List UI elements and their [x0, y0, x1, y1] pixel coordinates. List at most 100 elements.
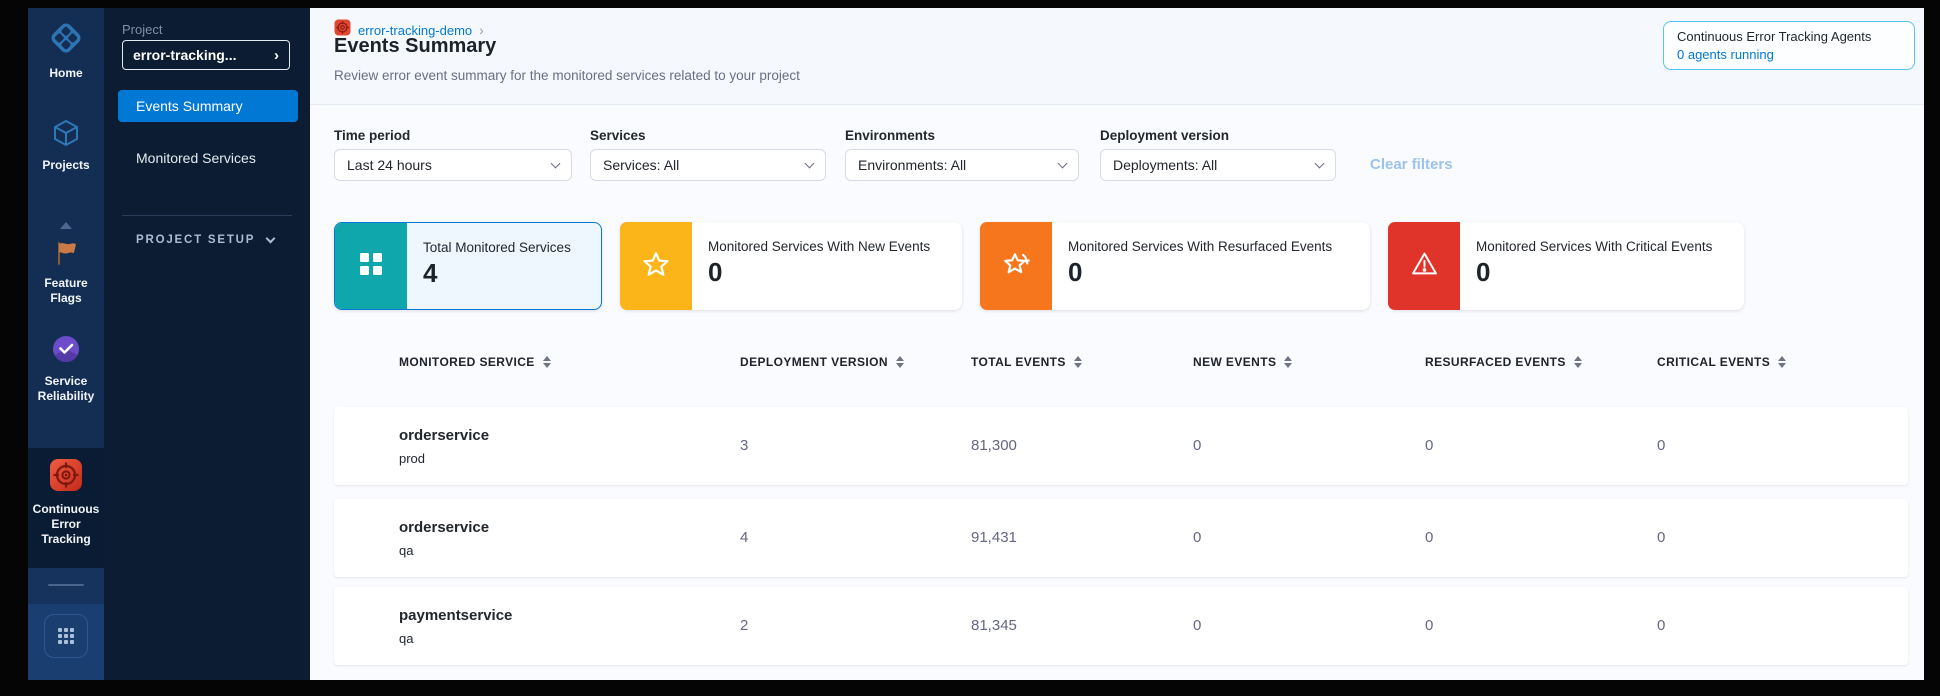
filter-label-deployment-version: Deployment version [1100, 128, 1230, 143]
card-label: Monitored Services With Critical Events [1476, 239, 1713, 254]
column-header-total-events[interactable]: TOTAL EVENTS [971, 355, 1082, 369]
services-value: Services: All [603, 157, 680, 173]
filter-label-environments: Environments [845, 128, 936, 143]
table-row[interactable]: orderservice prod 3 81,300 0 0 0 [334, 407, 1908, 485]
deployment-version-cell: 2 [740, 617, 749, 634]
page-title: Events Summary [334, 35, 497, 57]
page-subtitle: Review error event summary for the monit… [334, 68, 800, 83]
warning-icon [1411, 250, 1438, 282]
nav-divider [122, 215, 292, 216]
star-icon [642, 250, 670, 283]
column-header-new-events[interactable]: NEW EVENTS [1193, 355, 1293, 369]
scroll-up-icon[interactable] [60, 222, 72, 229]
sidebar-item-label: Feature Flags [44, 276, 88, 305]
main-content: error-tracking-demo › Events Summary Rev… [310, 8, 1924, 680]
project-selector-value: error-tracking... [133, 47, 237, 63]
project-selector[interactable]: error-tracking... › [122, 40, 290, 70]
nav-item-monitored-services[interactable]: Monitored Services [136, 150, 256, 166]
total-events-cell: 81,345 [971, 617, 1017, 634]
sidebar-strip [28, 568, 104, 604]
page-header: error-tracking-demo › Events Summary Rev… [310, 8, 1924, 105]
breadcrumb-link[interactable]: error-tracking-demo [358, 22, 473, 38]
deployment-version-cell: 4 [740, 529, 749, 546]
project-section-label: Project [122, 22, 163, 37]
sidebar-item-continuous-error-tracking[interactable]: Continuous Error Tracking [28, 458, 104, 547]
card-value: 0 [1476, 257, 1491, 287]
card-total-monitored-services[interactable]: Total Monitored Services 4 [334, 222, 602, 310]
project-nav-panel: Project error-tracking... › Events Summa… [104, 8, 310, 680]
project-setup-toggle[interactable]: PROJECT SETUP [136, 233, 276, 246]
chevron-down-icon [1057, 158, 1068, 169]
chevron-down-icon [804, 158, 815, 169]
service-name: paymentservice [399, 607, 513, 624]
service-name: orderservice [399, 427, 490, 444]
sidebar-item-home[interactable]: Home [28, 20, 104, 81]
chevron-down-icon [265, 233, 276, 243]
reliability-icon [51, 334, 81, 369]
column-header-critical-events[interactable]: CRITICAL EVENTS [1657, 355, 1787, 369]
card-critical-events[interactable]: Monitored Services With Critical Events … [1388, 222, 1744, 310]
environments-select[interactable]: Environments: All [845, 149, 1079, 181]
card-icon-box [335, 223, 407, 309]
sidebar-item-projects[interactable]: Projects [28, 118, 104, 173]
sort-icon[interactable] [1073, 356, 1082, 368]
critical-events-cell: 0 [1657, 437, 1666, 454]
column-header-monitored-service[interactable]: MONITORED SERVICE [399, 355, 551, 369]
total-events-cell: 91,431 [971, 529, 1017, 546]
module-grid-button[interactable] [44, 614, 88, 658]
service-environment: qa [399, 631, 414, 646]
sort-icon[interactable] [542, 356, 551, 368]
nav-item-events-summary[interactable]: Events Summary [118, 90, 298, 122]
harness-home-icon [48, 20, 84, 61]
target-icon [49, 458, 83, 497]
chevron-down-icon [1314, 158, 1325, 169]
resurfaced-events-cell: 0 [1425, 529, 1434, 546]
card-icon-box [980, 222, 1052, 310]
grid-icon [58, 628, 74, 644]
card-resurfaced-events[interactable]: Monitored Services With Resurfaced Event… [980, 222, 1370, 310]
project-setup-label: PROJECT SETUP [136, 234, 256, 246]
services-select[interactable]: Services: All [590, 149, 826, 181]
table-row[interactable]: paymentservice qa 2 81,345 0 0 0 [334, 587, 1908, 665]
clear-filters-button[interactable]: Clear filters [1370, 156, 1453, 173]
sidebar-item-feature-flags[interactable]: Feature Flags [28, 240, 104, 306]
agents-status-box[interactable]: Continuous Error Tracking Agents 0 agent… [1663, 21, 1915, 70]
card-icon-box [1388, 222, 1460, 310]
time-period-select[interactable]: Last 24 hours [334, 149, 572, 181]
column-header-deployment-version[interactable]: DEPLOYMENT VERSION [740, 355, 904, 369]
service-environment: qa [399, 543, 414, 558]
card-label: Total Monitored Services [423, 240, 571, 255]
filter-label-time-period: Time period [334, 128, 411, 143]
sidebar-item-service-reliability[interactable]: Service Reliability [28, 334, 104, 404]
deployment-version-cell: 3 [740, 437, 749, 454]
app-window: Home Projects Feature Flags Service [28, 8, 1924, 680]
breadcrumb: error-tracking-demo › [334, 19, 484, 41]
sidebar-divider [48, 584, 84, 586]
service-name: orderservice [399, 519, 490, 536]
agents-running-link[interactable]: 0 agents running [1677, 47, 1774, 62]
flag-icon [53, 240, 79, 271]
column-header-resurfaced-events[interactable]: RESURFACED EVENTS [1425, 355, 1582, 369]
card-value: 0 [708, 257, 723, 287]
environments-value: Environments: All [858, 157, 967, 173]
card-new-events[interactable]: Monitored Services With New Events 0 [620, 222, 962, 310]
agents-box-title: Continuous Error Tracking Agents [1677, 29, 1872, 44]
sort-icon[interactable] [1573, 356, 1582, 368]
sort-icon[interactable] [895, 356, 904, 368]
card-value: 0 [1068, 257, 1083, 287]
module-sidebar: Home Projects Feature Flags Service [28, 8, 104, 680]
deployments-value: Deployments: All [1113, 157, 1218, 173]
breadcrumb-separator: › [479, 22, 484, 38]
resurfaced-events-cell: 0 [1425, 617, 1434, 634]
star-refresh-icon [1002, 250, 1030, 283]
new-events-cell: 0 [1193, 437, 1202, 454]
critical-events-cell: 0 [1657, 529, 1666, 546]
table-row[interactable]: orderservice qa 4 91,431 0 0 0 [334, 499, 1908, 577]
deployments-select[interactable]: Deployments: All [1100, 149, 1336, 181]
sort-icon[interactable] [1284, 356, 1293, 368]
sidebar-item-label: Projects [42, 158, 90, 172]
cube-icon [51, 118, 81, 153]
card-value: 4 [423, 258, 438, 288]
sort-icon[interactable] [1778, 356, 1787, 368]
